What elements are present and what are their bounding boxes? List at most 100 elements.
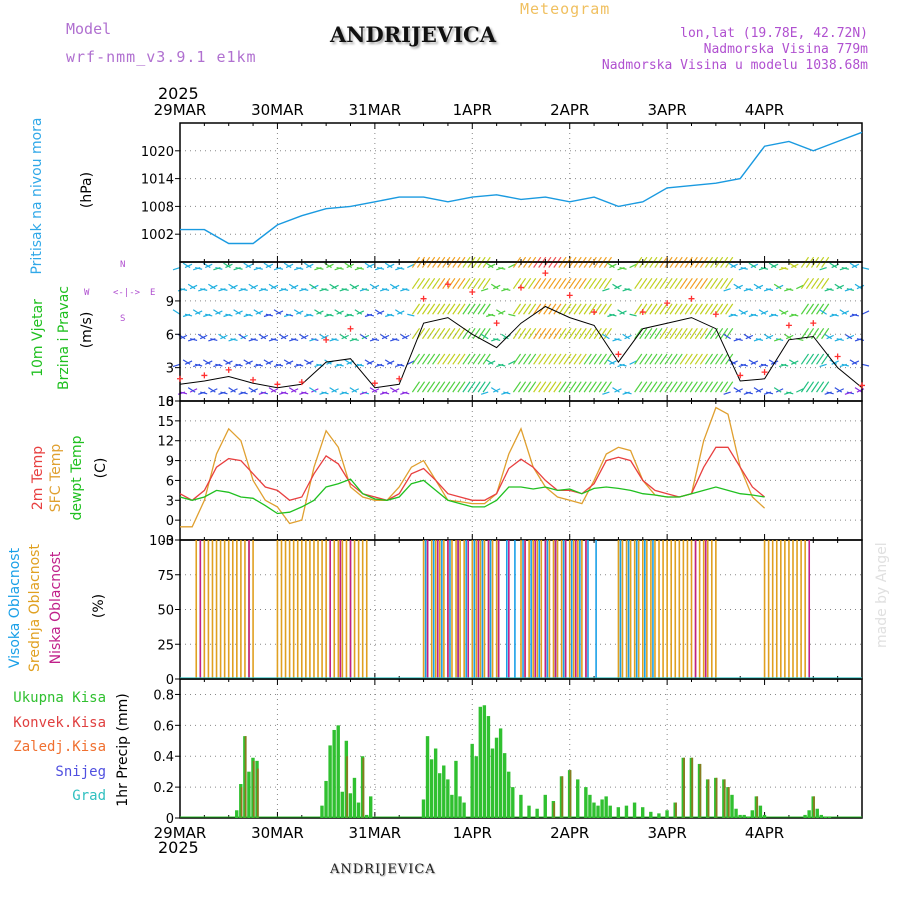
wind-arrow (634, 277, 643, 290)
wind-arrow (578, 277, 587, 290)
wind-arrow (768, 359, 777, 365)
wind-arrow (523, 353, 532, 365)
wind-arrow (369, 338, 378, 342)
gust-marker (664, 300, 671, 307)
wind-arrow (689, 277, 698, 290)
wind-arrow (213, 363, 221, 368)
wind-arrow (821, 303, 830, 315)
legend-snow: Snijeg (55, 763, 106, 780)
precip-total-bar (543, 794, 547, 818)
wind-arrow (421, 303, 431, 315)
wind-arrow (411, 303, 421, 315)
wind-arrow (763, 333, 772, 340)
wind-arrow (558, 327, 567, 340)
wind-arrow (477, 353, 486, 365)
wind-arrow (172, 363, 181, 368)
wind-arrow (364, 359, 373, 365)
wind-arrow (644, 353, 653, 365)
wind-arrow (548, 327, 557, 340)
precip-total-bar (486, 716, 491, 818)
wind-arrow (588, 303, 597, 315)
wind-panel: 0 3 6 9 (166, 256, 870, 410)
wind-arrow (699, 327, 708, 340)
wind-arrow (329, 387, 337, 393)
wind-arrow (548, 381, 557, 393)
wind-arrow (654, 303, 663, 315)
precip-total-bar (730, 794, 734, 818)
temperature-panel: -3 0 3 6 9 12 15 18 (157, 395, 863, 549)
precip-total-bar (640, 807, 645, 818)
wind-arrow (213, 266, 221, 271)
wind-arrow (738, 266, 746, 271)
precip-total-bar (438, 773, 442, 818)
wind-arrow (258, 288, 267, 292)
wind-arrow (304, 313, 312, 318)
wind-arrow (588, 381, 597, 393)
wind-speed-line (179, 305, 863, 389)
wind-arrow (389, 283, 398, 290)
wind-arrow (748, 262, 757, 269)
precip-total-bar (348, 793, 353, 818)
wind-arrow (725, 381, 734, 393)
wind-arrow (442, 327, 451, 340)
wind-arrow (421, 277, 431, 290)
wind-arrow (258, 391, 267, 395)
wind-arrow (283, 262, 292, 269)
wind-arrow (573, 353, 582, 365)
top-date-label: 3APR (648, 101, 687, 119)
precip-total-bar (511, 787, 515, 818)
precip-total-bar (352, 777, 357, 818)
gust-marker (444, 281, 451, 288)
wind-arrow (568, 277, 577, 290)
wind-arrow (715, 303, 724, 315)
wind-arrow (773, 387, 782, 393)
wind-arrow (649, 353, 658, 365)
wind-arrow (177, 391, 186, 395)
y-tick-label: 15 (157, 415, 174, 430)
wind-arrow (407, 263, 415, 269)
wind-arrow (243, 359, 252, 365)
wind-arrow (411, 353, 421, 365)
precip-conv-bar (244, 736, 247, 818)
wind-arrow (533, 381, 542, 393)
wind-arrow (612, 338, 620, 342)
wind-arrow (689, 327, 698, 340)
wind-arrow (400, 288, 408, 292)
wind-arrow (334, 363, 342, 368)
wind-arrow (684, 381, 693, 393)
precip-conv-bar (569, 770, 572, 818)
gust-marker (396, 375, 403, 382)
wind-arrow (452, 353, 461, 365)
precip-total-bar (624, 805, 629, 818)
precip-total-bar (368, 796, 373, 818)
wind-arrow (789, 359, 797, 365)
wind-arrow (789, 313, 797, 318)
wind-arrow (467, 277, 476, 290)
gust-marker (810, 320, 817, 327)
wind-arrow (369, 387, 378, 393)
wind-arrow (248, 338, 256, 342)
wind-arrow (607, 262, 615, 269)
precip-total-bar (527, 805, 531, 818)
wind-arrow (768, 313, 777, 318)
wind-arrow (649, 327, 658, 340)
wind-arrow (462, 353, 471, 365)
wind-arrow (699, 353, 708, 365)
wind-arrow (528, 277, 537, 290)
wind-arrow (182, 359, 191, 365)
wind-arrow (800, 353, 810, 365)
wind-arrow (704, 353, 714, 365)
wind-arrow (598, 277, 607, 290)
wind-arrow (482, 277, 491, 290)
wind-arrow (839, 363, 848, 368)
wind-arrow (319, 391, 327, 395)
wind-arrow (517, 303, 527, 315)
gust-marker (639, 309, 646, 316)
y-tick-label: 1008 (141, 200, 174, 215)
wind-arrow (501, 333, 509, 340)
wind-arrow (548, 303, 557, 315)
wind-arrow (193, 363, 201, 368)
year-bottom: 2025 (158, 838, 199, 857)
wind-arrow (467, 303, 476, 315)
wind-arrow (218, 391, 226, 395)
